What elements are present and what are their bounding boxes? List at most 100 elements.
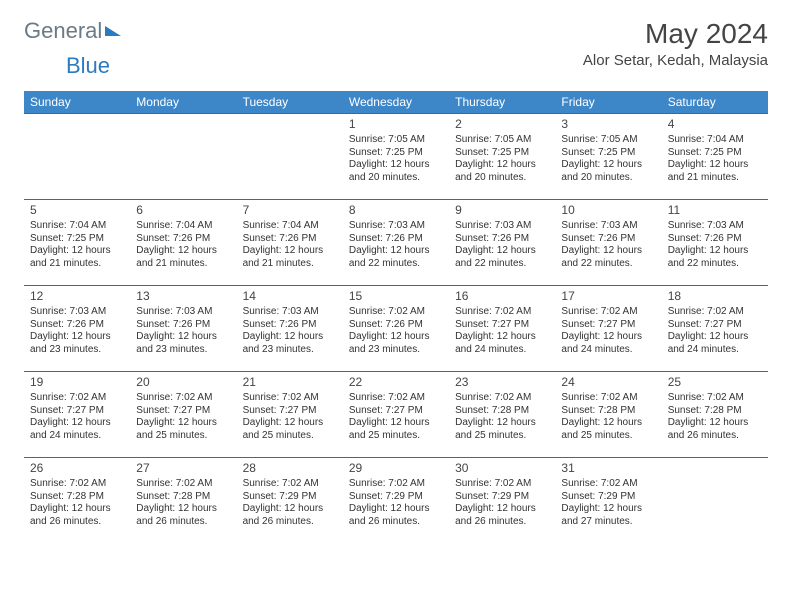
- calendar-cell: 19 Sunrise: 7:02 AMSunset: 7:27 PMDayligh…: [24, 372, 130, 458]
- day-number: 31: [561, 461, 655, 476]
- day-number: 3: [561, 117, 655, 132]
- calendar-cell: 18 Sunrise: 7:02 AMSunset: 7:27 PMDayligh…: [662, 286, 768, 372]
- day-info: Sunrise: 7:04 AMSunset: 7:26 PMDaylight:…: [243, 220, 337, 270]
- day-info: Sunrise: 7:03 AMSunset: 7:26 PMDaylight:…: [668, 220, 762, 270]
- day-info: Sunrise: 7:02 AMSunset: 7:27 PMDaylight:…: [30, 392, 124, 442]
- day-info: Sunrise: 7:03 AMSunset: 7:26 PMDaylight:…: [136, 306, 230, 356]
- calendar-cell: 21 Sunrise: 7:02 AMSunset: 7:27 PMDayligh…: [237, 372, 343, 458]
- day-header: Sunday: [24, 91, 130, 114]
- day-info: Sunrise: 7:02 AMSunset: 7:28 PMDaylight:…: [455, 392, 549, 442]
- day-number: 20: [136, 375, 230, 390]
- calendar-cell: 29Sunrise: 7:02 AMSunset: 7:29 PMDayligh…: [343, 458, 449, 544]
- day-info: Sunrise: 7:04 AMSunset: 7:26 PMDaylight:…: [136, 220, 230, 270]
- calendar-cell: 3Sunrise: 7:05 AMSunset: 7:25 PMDaylight…: [555, 114, 661, 200]
- day-info: Sunrise: 7:02 AMSunset: 7:27 PMDaylight:…: [136, 392, 230, 442]
- day-number: 15: [349, 289, 443, 304]
- calendar-cell: 12Sunrise: 7:03 AMSunset: 7:26 PMDayligh…: [24, 286, 130, 372]
- day-number: 21: [243, 375, 337, 390]
- calendar-row: 1 Sunrise: 7:05 AMSunset: 7:25 PMDaylight…: [24, 114, 768, 200]
- calendar-cell: 1 Sunrise: 7:05 AMSunset: 7:25 PMDaylight…: [343, 114, 449, 200]
- calendar-row: 19 Sunrise: 7:02 AMSunset: 7:27 PMDayligh…: [24, 372, 768, 458]
- calendar-cell: 28 Sunrise: 7:02 AMSunset: 7:29 PMDayligh…: [237, 458, 343, 544]
- day-info: Sunrise: 7:02 AMSunset: 7:27 PMDaylight:…: [668, 306, 762, 356]
- calendar-cell: 23Sunrise: 7:02 AMSunset: 7:28 PMDayligh…: [449, 372, 555, 458]
- day-number: 4: [668, 117, 762, 132]
- day-number: 9: [455, 203, 549, 218]
- day-info: Sunrise: 7:02 AMSunset: 7:28 PMDaylight:…: [136, 478, 230, 528]
- day-number: 17: [561, 289, 655, 304]
- day-info: Sunrise: 7:03 AMSunset: 7:26 PMDaylight:…: [561, 220, 655, 270]
- day-number: 5: [30, 203, 124, 218]
- calendar-cell: 31Sunrise: 7:02 AMSunset: 7:29 PMDayligh…: [555, 458, 661, 544]
- logo: General: [24, 18, 123, 44]
- logo-triangle-icon: [105, 26, 121, 36]
- day-number: 18: [668, 289, 762, 304]
- day-number: 10: [561, 203, 655, 218]
- calendar-cell: 6 Sunrise: 7:04 AMSunset: 7:26 PMDaylight…: [130, 200, 236, 286]
- day-number: 8: [349, 203, 443, 218]
- calendar-row: 5Sunrise: 7:04 AMSunset: 7:25 PMDaylight…: [24, 200, 768, 286]
- day-info: Sunrise: 7:02 AMSunset: 7:27 PMDaylight:…: [455, 306, 549, 356]
- day-info: Sunrise: 7:02 AMSunset: 7:28 PMDaylight:…: [561, 392, 655, 442]
- day-info: Sunrise: 7:05 AMSunset: 7:25 PMDaylight:…: [349, 134, 443, 184]
- day-number: 30: [455, 461, 549, 476]
- calendar-cell: 7 Sunrise: 7:04 AMSunset: 7:26 PMDaylight…: [237, 200, 343, 286]
- day-info: Sunrise: 7:03 AMSunset: 7:26 PMDaylight:…: [243, 306, 337, 356]
- calendar-cell: 22Sunrise: 7:02 AMSunset: 7:27 PMDayligh…: [343, 372, 449, 458]
- calendar-cell: 13 Sunrise: 7:03 AMSunset: 7:26 PMDayligh…: [130, 286, 236, 372]
- calendar-cell: [24, 114, 130, 200]
- day-number: 13: [136, 289, 230, 304]
- day-number: 2: [455, 117, 549, 132]
- day-info: Sunrise: 7:02 AMSunset: 7:28 PMDaylight:…: [30, 478, 124, 528]
- calendar-cell: 24 Sunrise: 7:02 AMSunset: 7:28 PMDayligh…: [555, 372, 661, 458]
- calendar-cell: [237, 114, 343, 200]
- calendar-cell: 9 Sunrise: 7:03 AMSunset: 7:26 PMDaylight…: [449, 200, 555, 286]
- calendar-cell: 5Sunrise: 7:04 AMSunset: 7:25 PMDaylight…: [24, 200, 130, 286]
- calendar-cell: 27 Sunrise: 7:02 AMSunset: 7:28 PMDayligh…: [130, 458, 236, 544]
- day-info: Sunrise: 7:02 AMSunset: 7:28 PMDaylight:…: [668, 392, 762, 442]
- day-number: 19: [30, 375, 124, 390]
- day-number: 22: [349, 375, 443, 390]
- calendar-cell: 17 Sunrise: 7:02 AMSunset: 7:27 PMDayligh…: [555, 286, 661, 372]
- day-info: Sunrise: 7:03 AMSunset: 7:26 PMDaylight:…: [30, 306, 124, 356]
- calendar-cell: 8 Sunrise: 7:03 AMSunset: 7:26 PMDaylight…: [343, 200, 449, 286]
- day-header: Friday: [555, 91, 661, 114]
- day-number: 14: [243, 289, 337, 304]
- calendar-cell: 26 Sunrise: 7:02 AMSunset: 7:28 PMDayligh…: [24, 458, 130, 544]
- day-number: 28: [243, 461, 337, 476]
- month-title: May 2024: [583, 18, 768, 50]
- logo-text-gray: General: [24, 18, 102, 44]
- calendar-table: Sunday Monday Tuesday Wednesday Thursday…: [24, 91, 768, 544]
- calendar-row: 12Sunrise: 7:03 AMSunset: 7:26 PMDayligh…: [24, 286, 768, 372]
- day-info: Sunrise: 7:02 AMSunset: 7:26 PMDaylight:…: [349, 306, 443, 356]
- day-info: Sunrise: 7:02 AMSunset: 7:27 PMDaylight:…: [561, 306, 655, 356]
- day-header: Monday: [130, 91, 236, 114]
- day-info: Sunrise: 7:02 AMSunset: 7:27 PMDaylight:…: [243, 392, 337, 442]
- day-number: 27: [136, 461, 230, 476]
- calendar-row: 26 Sunrise: 7:02 AMSunset: 7:28 PMDayligh…: [24, 458, 768, 544]
- day-info: Sunrise: 7:03 AMSunset: 7:26 PMDaylight:…: [349, 220, 443, 270]
- day-number: 11: [668, 203, 762, 218]
- day-number: 7: [243, 203, 337, 218]
- day-number: 24: [561, 375, 655, 390]
- day-number: 1: [349, 117, 443, 132]
- calendar-cell: [662, 458, 768, 544]
- calendar-cell: 16Sunrise: 7:02 AMSunset: 7:27 PMDayligh…: [449, 286, 555, 372]
- day-info: Sunrise: 7:02 AMSunset: 7:29 PMDaylight:…: [455, 478, 549, 528]
- day-info: Sunrise: 7:05 AMSunset: 7:25 PMDaylight:…: [455, 134, 549, 184]
- calendar-cell: 20 Sunrise: 7:02 AMSunset: 7:27 PMDayligh…: [130, 372, 236, 458]
- day-number: 26: [30, 461, 124, 476]
- day-number: 6: [136, 203, 230, 218]
- day-header: Wednesday: [343, 91, 449, 114]
- day-number: 25: [668, 375, 762, 390]
- day-header: Saturday: [662, 91, 768, 114]
- day-info: Sunrise: 7:02 AMSunset: 7:29 PMDaylight:…: [349, 478, 443, 528]
- calendar-cell: 30 Sunrise: 7:02 AMSunset: 7:29 PMDayligh…: [449, 458, 555, 544]
- day-info: Sunrise: 7:02 AMSunset: 7:29 PMDaylight:…: [243, 478, 337, 528]
- day-header-row: Sunday Monday Tuesday Wednesday Thursday…: [24, 91, 768, 114]
- day-header: Thursday: [449, 91, 555, 114]
- calendar-cell: 4Sunrise: 7:04 AMSunset: 7:25 PMDaylight…: [662, 114, 768, 200]
- calendar-cell: 10 Sunrise: 7:03 AMSunset: 7:26 PMDayligh…: [555, 200, 661, 286]
- logo-text-blue: Blue: [66, 53, 110, 78]
- day-info: Sunrise: 7:03 AMSunset: 7:26 PMDaylight:…: [455, 220, 549, 270]
